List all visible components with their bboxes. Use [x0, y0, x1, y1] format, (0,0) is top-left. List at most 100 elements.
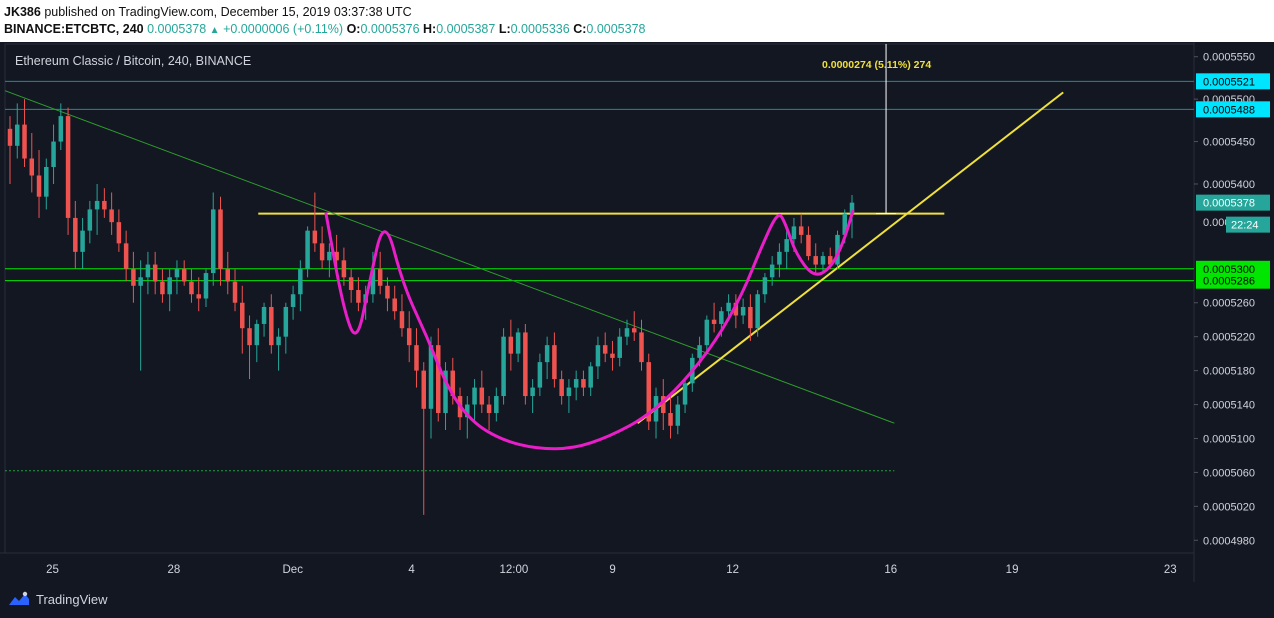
candle[interactable]	[508, 336, 514, 354]
candle[interactable]	[842, 213, 847, 235]
candle[interactable]	[65, 116, 71, 218]
candle[interactable]	[559, 379, 564, 397]
candle[interactable]	[820, 256, 826, 265]
candle[interactable]	[740, 306, 746, 316]
author-name[interactable]: JK386	[4, 5, 41, 19]
candle[interactable]	[348, 277, 354, 291]
price-chart[interactable]: 0.00055500.00055000.00054500.00054000.00…	[0, 42, 1274, 582]
candle[interactable]	[697, 345, 702, 358]
candle[interactable]	[254, 323, 260, 346]
candle[interactable]	[73, 217, 78, 252]
candle[interactable]	[610, 353, 615, 358]
candle[interactable]	[806, 234, 811, 257]
candle[interactable]	[646, 362, 652, 422]
candle[interactable]	[370, 268, 376, 295]
candle[interactable]	[784, 239, 789, 252]
candle[interactable]	[450, 370, 456, 397]
candle[interactable]	[827, 256, 833, 265]
candle[interactable]	[588, 366, 593, 388]
candle[interactable]	[436, 345, 441, 414]
candle[interactable]	[762, 277, 768, 295]
candle[interactable]	[123, 243, 129, 269]
candle[interactable]	[552, 345, 557, 380]
candle[interactable]	[399, 311, 405, 329]
candle[interactable]	[428, 345, 434, 409]
candle[interactable]	[116, 222, 122, 244]
candle[interactable]	[319, 243, 325, 261]
candle[interactable]	[87, 209, 93, 231]
candle[interactable]	[218, 209, 223, 269]
candle[interactable]	[726, 302, 731, 312]
candle[interactable]	[174, 268, 180, 278]
candle[interactable]	[624, 328, 630, 337]
candle[interactable]	[51, 141, 56, 168]
candle[interactable]	[573, 379, 579, 388]
candle[interactable]	[523, 332, 528, 397]
candle[interactable]	[566, 387, 572, 397]
candle[interactable]	[544, 345, 550, 363]
candle[interactable]	[668, 413, 673, 426]
candle[interactable]	[813, 256, 818, 265]
candle[interactable]	[661, 396, 666, 414]
candle[interactable]	[138, 277, 143, 286]
candle[interactable]	[777, 251, 782, 265]
candle[interactable]	[719, 311, 724, 324]
candle[interactable]	[36, 175, 42, 197]
candle[interactable]	[392, 298, 397, 312]
candle[interactable]	[312, 230, 318, 244]
candle[interactable]	[15, 124, 20, 146]
candle[interactable]	[769, 264, 775, 278]
candle[interactable]	[602, 345, 608, 354]
candle[interactable]	[748, 306, 753, 329]
trend-trend-line[interactable]	[4, 90, 895, 424]
candle[interactable]	[755, 294, 760, 329]
candle[interactable]	[631, 328, 637, 333]
candle[interactable]	[145, 264, 151, 278]
candle[interactable]	[298, 268, 303, 295]
candle[interactable]	[305, 230, 310, 269]
candle[interactable]	[131, 268, 136, 286]
candle[interactable]	[486, 404, 492, 414]
yellow-trend-line[interactable]	[636, 91, 1064, 424]
candle[interactable]	[290, 294, 296, 307]
candle[interactable]	[334, 251, 339, 261]
candle[interactable]	[733, 302, 739, 316]
candle[interactable]	[261, 306, 267, 324]
candle[interactable]	[835, 234, 840, 265]
candle[interactable]	[494, 396, 499, 414]
candle[interactable]	[160, 281, 165, 295]
brand[interactable]: TradingView	[8, 591, 108, 607]
candle[interactable]	[356, 290, 361, 303]
candle[interactable]	[109, 209, 114, 223]
candle[interactable]	[639, 332, 644, 363]
candle[interactable]	[798, 226, 804, 235]
candle[interactable]	[210, 209, 216, 274]
candle[interactable]	[711, 319, 717, 324]
candle[interactable]	[704, 319, 710, 346]
candle[interactable]	[7, 128, 13, 146]
candle[interactable]	[501, 336, 506, 397]
candle[interactable]	[537, 362, 543, 388]
candle[interactable]	[232, 281, 238, 303]
candle[interactable]	[443, 370, 448, 414]
candle[interactable]	[465, 404, 470, 418]
candle[interactable]	[102, 200, 107, 210]
candle[interactable]	[189, 281, 194, 295]
candle[interactable]	[225, 268, 231, 282]
candle[interactable]	[203, 273, 209, 299]
candle[interactable]	[283, 306, 289, 337]
candle[interactable]	[341, 260, 347, 278]
candle[interactable]	[385, 285, 390, 299]
candle[interactable]	[617, 336, 622, 358]
candle[interactable]	[94, 200, 100, 210]
candle[interactable]	[80, 230, 85, 252]
candle[interactable]	[515, 332, 521, 354]
candle[interactable]	[240, 302, 245, 329]
cup-and-handle-curve[interactable]	[324, 209, 855, 451]
candle[interactable]	[421, 370, 426, 409]
candle[interactable]	[849, 202, 855, 214]
candle[interactable]	[479, 387, 485, 405]
candle[interactable]	[414, 345, 419, 371]
candle[interactable]	[682, 383, 688, 405]
candle[interactable]	[377, 268, 383, 286]
